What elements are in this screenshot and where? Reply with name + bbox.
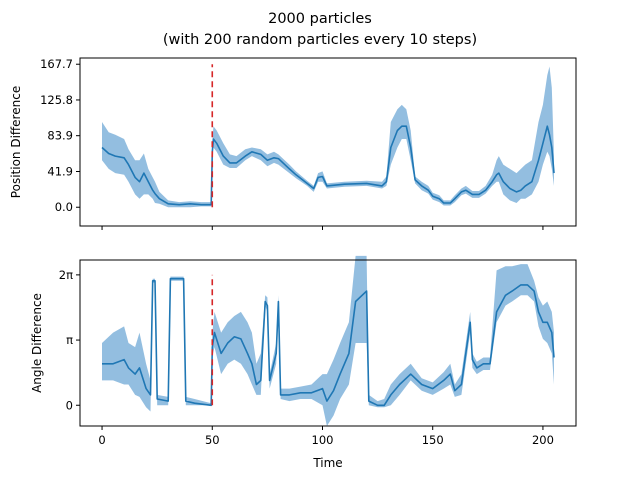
position-difference-line-group	[101, 125, 555, 206]
position-difference-y-tick-label: 167.7	[40, 57, 73, 71]
position-difference-mean-line	[101, 125, 555, 206]
angle-difference-y-tick-label: 2π	[59, 268, 73, 282]
angle-difference-mean-line	[102, 277, 555, 407]
x-tick-label: 100	[312, 433, 334, 447]
angle-difference-band-group	[102, 255, 554, 426]
angle-difference-ylabel: Angle Difference	[30, 293, 44, 393]
x-tick-label: 150	[422, 433, 444, 447]
angle-difference-y-ticks: 0 π 2π	[59, 268, 80, 412]
position-difference-band-group	[102, 66, 554, 208]
position-difference-ylabel: Position Difference	[9, 86, 23, 198]
position-difference-panel: 0.0 41.9 83.9 125.8 167.7 Position Differenc…	[9, 57, 577, 230]
position-difference-x-ticks	[101, 226, 544, 230]
position-difference-y-ticks: 0.0 41.9 83.9 125.8 167.7	[40, 57, 80, 214]
angle-difference-x-ticks: 0 50 100 150 200	[98, 426, 554, 447]
position-difference-y-tick-label: 41.9	[47, 165, 73, 179]
x-tick-label: 0	[98, 433, 105, 447]
x-axis-label: Time	[312, 456, 342, 470]
position-difference-axes-frame	[79, 57, 577, 227]
angle-difference-band	[102, 255, 554, 426]
position-difference-y-tick-label: 0.0	[55, 200, 73, 214]
position-difference-y-tick-label: 125.8	[40, 93, 73, 107]
chart-title-line-1: 2000 particles	[268, 11, 372, 27]
position-difference-band	[102, 66, 554, 208]
chart-title-line-2: (with 200 random particles every 10 step…	[163, 32, 477, 48]
angle-difference-panel: 0 π 2π 0 50 100 150 200 Angle Difference	[30, 255, 577, 447]
angle-difference-y-tick-label: 0	[66, 398, 73, 412]
angle-difference-line-group	[102, 277, 555, 407]
angle-difference-axes-frame	[79, 259, 577, 427]
x-tick-label: 200	[532, 433, 554, 447]
angle-difference-y-tick-label: π	[66, 333, 73, 347]
position-difference-y-tick-label: 83.9	[47, 129, 73, 143]
x-tick-label: 50	[205, 433, 220, 447]
